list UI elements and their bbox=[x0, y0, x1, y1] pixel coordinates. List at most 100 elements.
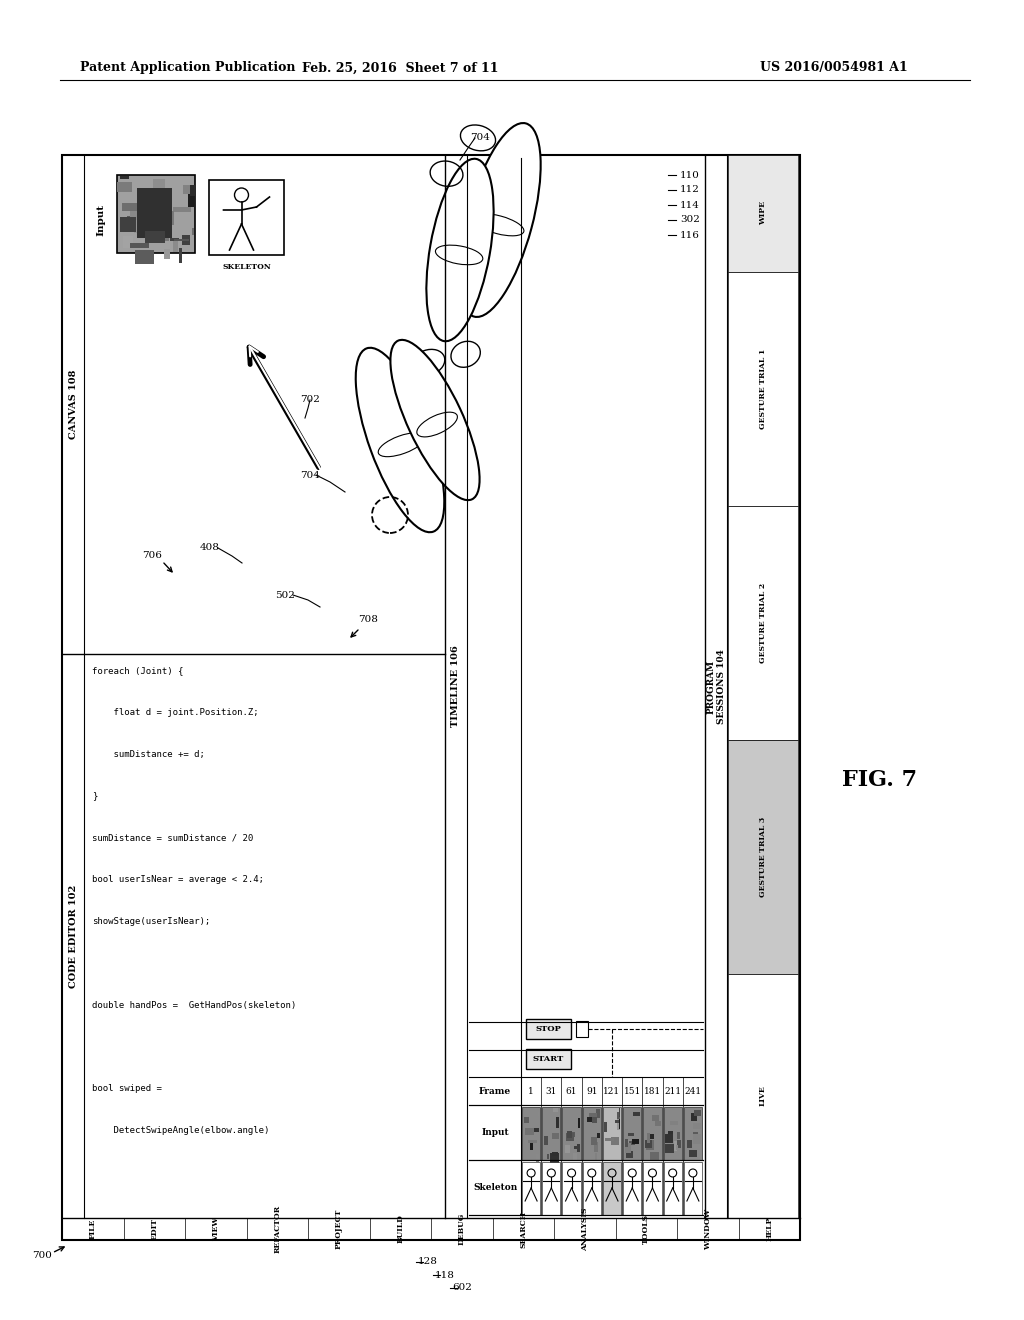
Bar bbox=[545, 1137, 548, 1146]
Text: TIMELINE 106: TIMELINE 106 bbox=[452, 645, 461, 727]
Text: sumDistance = sumDistance / 20: sumDistance = sumDistance / 20 bbox=[92, 833, 253, 842]
Bar bbox=[684, 1107, 702, 1160]
Bar bbox=[154, 238, 169, 242]
Bar bbox=[572, 1131, 574, 1137]
Bar bbox=[154, 180, 165, 190]
Bar bbox=[170, 238, 179, 240]
Bar bbox=[173, 207, 191, 211]
Bar bbox=[589, 1113, 597, 1117]
Ellipse shape bbox=[460, 123, 541, 317]
Bar bbox=[564, 1144, 570, 1154]
Bar bbox=[173, 242, 178, 252]
Bar bbox=[604, 1122, 607, 1131]
Text: 602: 602 bbox=[452, 1283, 472, 1292]
Text: 241: 241 bbox=[684, 1086, 701, 1096]
Bar bbox=[652, 1115, 658, 1121]
Bar bbox=[543, 1162, 560, 1214]
Text: HELP: HELP bbox=[765, 1217, 773, 1241]
Bar bbox=[665, 1144, 675, 1152]
Text: Feb. 25, 2016  Sheet 7 of 11: Feb. 25, 2016 Sheet 7 of 11 bbox=[302, 62, 499, 74]
Bar bbox=[597, 1133, 600, 1138]
Text: 708: 708 bbox=[358, 615, 378, 624]
Bar bbox=[190, 185, 195, 197]
Text: WINDOW: WINDOW bbox=[703, 1208, 712, 1250]
Bar bbox=[547, 1154, 549, 1159]
Bar bbox=[624, 1107, 641, 1160]
Bar bbox=[120, 216, 136, 232]
Ellipse shape bbox=[426, 158, 494, 342]
Text: STOP: STOP bbox=[536, 1026, 561, 1034]
Bar bbox=[153, 202, 166, 210]
Bar bbox=[209, 180, 284, 255]
Bar bbox=[191, 228, 195, 235]
Text: PROGRAM
SESSIONS 104: PROGRAM SESSIONS 104 bbox=[707, 649, 726, 723]
Bar bbox=[135, 251, 155, 264]
Bar bbox=[179, 248, 182, 263]
Bar bbox=[117, 182, 132, 191]
Text: }: } bbox=[92, 792, 97, 800]
Text: Frame: Frame bbox=[479, 1086, 511, 1096]
Bar bbox=[689, 1150, 696, 1156]
Bar bbox=[591, 1137, 597, 1146]
Text: Patent Application Publication: Patent Application Publication bbox=[80, 62, 296, 74]
Text: showStage(userIsNear);: showStage(userIsNear); bbox=[92, 917, 210, 927]
Bar bbox=[728, 154, 798, 272]
Bar bbox=[538, 1111, 540, 1117]
Bar bbox=[529, 1140, 534, 1150]
Bar bbox=[677, 1140, 681, 1148]
Bar bbox=[632, 1139, 639, 1144]
Bar bbox=[62, 154, 800, 1239]
Text: bool userIsNear = average < 2.4;: bool userIsNear = average < 2.4; bbox=[92, 875, 264, 884]
Bar bbox=[670, 1121, 678, 1126]
Bar bbox=[691, 1113, 697, 1121]
Bar bbox=[164, 249, 170, 259]
Bar bbox=[552, 1152, 558, 1156]
Bar bbox=[643, 1107, 662, 1160]
Bar bbox=[650, 1152, 658, 1160]
Bar bbox=[155, 186, 163, 193]
Text: GESTURE TRIAL 2: GESTURE TRIAL 2 bbox=[759, 582, 767, 663]
Text: 702: 702 bbox=[300, 396, 319, 404]
Text: 61: 61 bbox=[566, 1086, 578, 1096]
Bar bbox=[603, 1107, 622, 1160]
Bar bbox=[583, 1107, 601, 1160]
Text: 31: 31 bbox=[546, 1086, 557, 1096]
Bar bbox=[654, 1121, 660, 1126]
Bar bbox=[556, 1117, 559, 1129]
Bar bbox=[728, 974, 798, 1218]
Bar bbox=[665, 1134, 673, 1143]
Bar bbox=[130, 243, 148, 248]
Bar bbox=[643, 1162, 662, 1214]
Bar bbox=[615, 1121, 620, 1123]
Bar bbox=[133, 214, 141, 222]
Bar bbox=[528, 1140, 537, 1143]
Text: SKELETON: SKELETON bbox=[222, 263, 271, 271]
Bar bbox=[182, 185, 190, 194]
Text: 110: 110 bbox=[680, 170, 699, 180]
Bar bbox=[616, 1119, 621, 1130]
Text: 121: 121 bbox=[603, 1086, 621, 1096]
Text: DEBUG: DEBUG bbox=[458, 1213, 466, 1245]
Bar bbox=[160, 187, 163, 194]
Bar bbox=[583, 1162, 601, 1214]
Bar bbox=[668, 1131, 674, 1140]
Bar bbox=[625, 1143, 631, 1152]
Text: 116: 116 bbox=[680, 231, 699, 239]
Bar bbox=[524, 1127, 535, 1135]
Text: START: START bbox=[532, 1055, 564, 1063]
Text: 112: 112 bbox=[680, 186, 699, 194]
Bar bbox=[553, 1109, 558, 1111]
Text: 181: 181 bbox=[644, 1086, 662, 1096]
Bar bbox=[550, 1152, 558, 1163]
Text: 302: 302 bbox=[680, 215, 699, 224]
Bar bbox=[526, 1019, 571, 1039]
Text: Input: Input bbox=[96, 205, 105, 236]
Text: bool swiped =: bool swiped = bbox=[92, 1085, 162, 1093]
Bar bbox=[728, 739, 798, 974]
Text: 151: 151 bbox=[624, 1086, 641, 1096]
Bar bbox=[593, 1114, 597, 1123]
Bar bbox=[646, 1139, 654, 1151]
Bar bbox=[664, 1162, 682, 1214]
Bar bbox=[677, 1131, 680, 1139]
Bar bbox=[647, 1134, 649, 1143]
